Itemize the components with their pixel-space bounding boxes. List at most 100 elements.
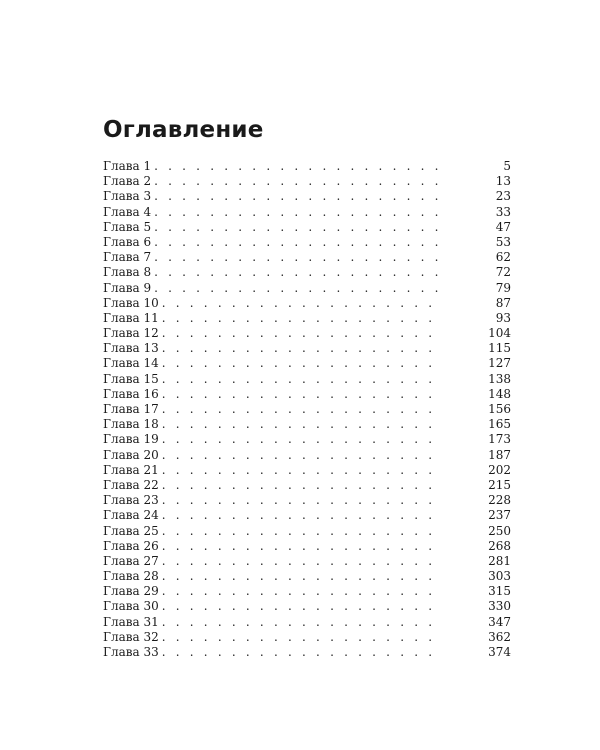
- chapter-label: Глава 22: [103, 477, 159, 492]
- page-number: 5: [503, 159, 511, 173]
- chapter-label: Глава 27: [103, 553, 159, 568]
- toc-entry[interactable]: Глава 15 . . . . . . . . . . . . . . . .…: [103, 372, 511, 387]
- toc-entry[interactable]: Глава 23 . . . . . . . . . . . . . . . .…: [103, 493, 511, 508]
- chapter-label: Глава 15: [103, 371, 159, 386]
- dot-leader: . . . . . . . . . . . . . . . . . . . . …: [161, 295, 439, 310]
- page-number: 13: [495, 174, 511, 189]
- dot-leader: . . . . . . . . . . . . . . . . . . . . …: [161, 584, 439, 599]
- chapter-label: Глава 31: [103, 614, 159, 629]
- toc-entry[interactable]: Глава 31 . . . . . . . . . . . . . . . .…: [103, 615, 511, 630]
- page-number: 72: [495, 265, 511, 280]
- page-number: 202: [488, 462, 511, 477]
- chapter-label: Глава 5: [103, 219, 152, 234]
- toc-entry[interactable]: Глава 6 . . . . . . . . . . . . . . . . …: [103, 235, 511, 250]
- chapter-label: Глава 28: [103, 569, 159, 584]
- page-number: 330: [488, 599, 511, 614]
- page-number: 156: [488, 402, 511, 416]
- toc-entry[interactable]: Глава 7 . . . . . . . . . . . . . . . . …: [103, 250, 511, 265]
- dot-leader: . . . . . . . . . . . . . . . . . . . . …: [154, 159, 439, 173]
- dot-leader: . . . . . . . . . . . . . . . . . . . . …: [154, 250, 439, 265]
- toc-entry[interactable]: Глава 3 . . . . . . . . . . . . . . . . …: [103, 189, 511, 204]
- chapter-label: Глава 30: [103, 599, 159, 614]
- page-number: 104: [488, 326, 511, 341]
- chapter-label: Глава 12: [103, 326, 159, 341]
- dot-leader: . . . . . . . . . . . . . . . . . . . . …: [154, 265, 439, 280]
- dot-leader: . . . . . . . . . . . . . . . . . . . . …: [161, 402, 439, 416]
- chapter-label: Глава 26: [103, 538, 159, 553]
- dot-leader: . . . . . . . . . . . . . . . . . . . . …: [154, 189, 439, 204]
- chapter-label: Глава 19: [103, 432, 159, 447]
- toc-entry[interactable]: Глава 13 . . . . . . . . . . . . . . . .…: [103, 341, 511, 356]
- toc-entry[interactable]: Глава 26 . . . . . . . . . . . . . . . .…: [103, 539, 511, 554]
- dot-leader: . . . . . . . . . . . . . . . . . . . . …: [161, 356, 439, 371]
- chapter-label: Глава 32: [103, 629, 159, 644]
- toc-entry[interactable]: Глава 4 . . . . . . . . . . . . . . . . …: [103, 205, 511, 220]
- dot-leader: . . . . . . . . . . . . . . . . . . . . …: [154, 234, 439, 249]
- page-number: 33: [495, 204, 511, 219]
- dot-leader: . . . . . . . . . . . . . . . . . . . . …: [161, 462, 439, 477]
- page-number: 237: [488, 508, 511, 523]
- dot-leader: . . . . . . . . . . . . . . . . . . . . …: [161, 493, 439, 508]
- dot-leader: . . . . . . . . . . . . . . . . . . . . …: [161, 447, 439, 462]
- toc-entry[interactable]: Глава 17 . . . . . . . . . . . . . . . .…: [103, 402, 511, 417]
- dot-leader: . . . . . . . . . . . . . . . . . . . . …: [154, 280, 439, 295]
- page-number: 268: [488, 538, 511, 553]
- page-number: 93: [495, 310, 511, 325]
- toc-entry[interactable]: Глава 14 . . . . . . . . . . . . . . . .…: [103, 356, 511, 371]
- page-number: 47: [495, 219, 511, 234]
- page-number: 215: [488, 477, 511, 492]
- chapter-label: Глава 20: [103, 447, 159, 462]
- dot-leader: . . . . . . . . . . . . . . . . . . . . …: [161, 386, 439, 401]
- chapter-label: Глава 17: [103, 402, 159, 416]
- dot-leader: . . . . . . . . . . . . . . . . . . . . …: [161, 645, 439, 659]
- chapter-label: Глава 18: [103, 417, 159, 432]
- dot-leader: . . . . . . . . . . . . . . . . . . . . …: [161, 599, 439, 614]
- toc-entry[interactable]: Глава 28 . . . . . . . . . . . . . . . .…: [103, 569, 511, 584]
- toc-entry[interactable]: Глава 10 . . . . . . . . . . . . . . . .…: [103, 296, 511, 311]
- dot-leader: . . . . . . . . . . . . . . . . . . . . …: [161, 341, 439, 356]
- toc-entry[interactable]: Глава 21 . . . . . . . . . . . . . . . .…: [103, 463, 511, 478]
- toc-entry[interactable]: Глава 33 . . . . . . . . . . . . . . . .…: [103, 645, 511, 660]
- toc-entry[interactable]: Глава 24 . . . . . . . . . . . . . . . .…: [103, 508, 511, 523]
- dot-leader: . . . . . . . . . . . . . . . . . . . . …: [161, 310, 439, 325]
- page-number: 315: [488, 584, 511, 599]
- dot-leader: . . . . . . . . . . . . . . . . . . . . …: [161, 553, 439, 568]
- page-number: 115: [488, 341, 511, 356]
- dot-leader: . . . . . . . . . . . . . . . . . . . . …: [161, 614, 439, 629]
- dot-leader: . . . . . . . . . . . . . . . . . . . . …: [161, 371, 439, 386]
- toc-entry[interactable]: Глава 2 . . . . . . . . . . . . . . . . …: [103, 174, 511, 189]
- toc-entry[interactable]: Глава 8 . . . . . . . . . . . . . . . . …: [103, 265, 511, 280]
- toc-entry[interactable]: Глава 5 . . . . . . . . . . . . . . . . …: [103, 220, 511, 235]
- toc-entry[interactable]: Глава 19 . . . . . . . . . . . . . . . .…: [103, 432, 511, 447]
- dot-leader: . . . . . . . . . . . . . . . . . . . . …: [161, 417, 439, 432]
- page-number: 148: [488, 386, 511, 401]
- toc-entry[interactable]: Глава 11 . . . . . . . . . . . . . . . .…: [103, 311, 511, 326]
- chapter-label: Глава 1: [103, 159, 152, 173]
- page-number: 250: [488, 523, 511, 538]
- chapter-label: Глава 8: [103, 265, 152, 280]
- toc-entry[interactable]: Глава 12 . . . . . . . . . . . . . . . .…: [103, 326, 511, 341]
- toc-entry[interactable]: Глава 32 . . . . . . . . . . . . . . . .…: [103, 630, 511, 645]
- dot-leader: . . . . . . . . . . . . . . . . . . . . …: [161, 569, 439, 584]
- page-number: 303: [488, 569, 511, 584]
- dot-leader: . . . . . . . . . . . . . . . . . . . . …: [161, 538, 439, 553]
- chapter-label: Глава 29: [103, 584, 159, 599]
- chapter-label: Глава 25: [103, 523, 159, 538]
- toc-entry[interactable]: Глава 22 . . . . . . . . . . . . . . . .…: [103, 478, 511, 493]
- chapter-label: Глава 9: [103, 280, 152, 295]
- toc-entry[interactable]: Глава 1 . . . . . . . . . . . . . . . . …: [103, 159, 511, 174]
- toc-entry[interactable]: Глава 27 . . . . . . . . . . . . . . . .…: [103, 554, 511, 569]
- toc-entry[interactable]: Глава 9 . . . . . . . . . . . . . . . . …: [103, 281, 511, 296]
- chapter-label: Глава 6: [103, 234, 152, 249]
- toc-entry[interactable]: Глава 18 . . . . . . . . . . . . . . . .…: [103, 417, 511, 432]
- toc-entry[interactable]: Глава 20 . . . . . . . . . . . . . . . .…: [103, 448, 511, 463]
- chapter-label: Глава 2: [103, 174, 152, 189]
- toc-entry[interactable]: Глава 30 . . . . . . . . . . . . . . . .…: [103, 599, 511, 614]
- toc-entry[interactable]: Глава 25 . . . . . . . . . . . . . . . .…: [103, 524, 511, 539]
- page-number: 281: [488, 553, 511, 568]
- page-number: 173: [488, 432, 511, 447]
- toc-entry[interactable]: Глава 29 . . . . . . . . . . . . . . . .…: [103, 584, 511, 599]
- toc-entry[interactable]: Глава 16 . . . . . . . . . . . . . . . .…: [103, 387, 511, 402]
- page-number: 138: [488, 371, 511, 386]
- chapter-label: Глава 14: [103, 356, 159, 371]
